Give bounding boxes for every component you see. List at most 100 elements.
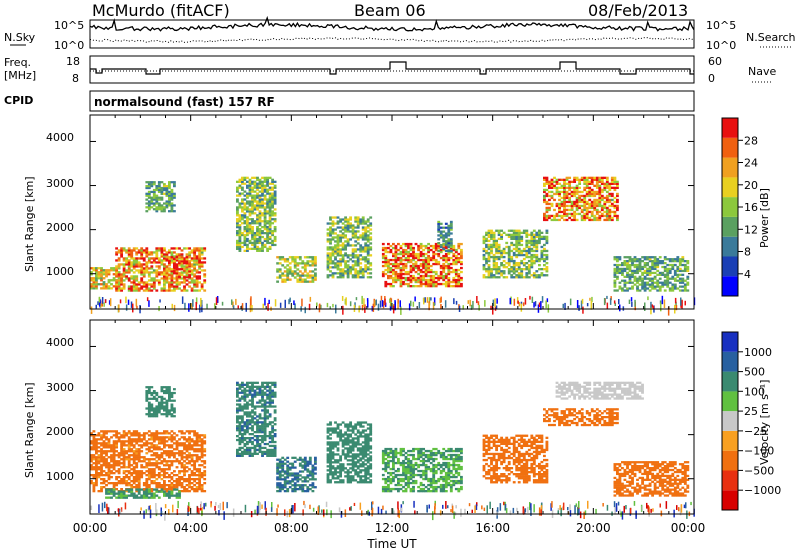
power-cell [331,262,335,265]
power-cell [610,198,614,202]
velocity-cell [127,448,131,451]
velocity-cell [198,458,202,461]
power-cell [638,258,642,261]
power-cell [288,268,292,271]
power-cell [419,274,423,278]
power-cell [117,281,121,284]
power-cell [122,287,126,290]
velocity-cell [203,478,207,481]
power-cell [263,222,267,225]
power-cell [263,226,267,229]
power-cell [482,241,486,245]
velocity-cell [105,464,108,467]
power-cell [170,270,174,273]
power-cell [115,279,119,282]
power-cell [132,281,136,284]
power-cell [565,190,569,194]
velocity-cell [120,466,124,469]
velocity-cell [163,401,166,404]
power-cell [658,285,662,288]
power-cell [428,302,430,308]
power-cell [125,304,128,311]
power-cell [389,262,393,266]
velocity-cell [132,444,136,447]
power-cell [331,252,335,255]
power-cell [168,200,171,203]
power-cell [457,258,461,262]
power-cell [155,255,159,258]
power-cell [120,251,124,254]
power-cell [248,200,252,203]
power-cell [155,249,159,252]
power-cell [130,265,134,268]
power-cell [439,236,443,239]
velocity-cell [107,450,111,453]
velocity-cell [137,448,141,451]
power-cell [412,301,415,307]
power-cell [178,283,181,286]
power-cell [454,260,458,264]
power-cell [346,242,350,245]
power-colorbar-swatch [722,118,738,138]
velocity-cell [198,474,202,477]
noise-tick-low-right: 10^0 [706,39,736,52]
power-cell [157,208,161,211]
velocity-cell [178,460,181,463]
power-cell [449,245,453,249]
power-cell [553,208,556,212]
power-cell [359,272,363,275]
power-cell [613,283,617,286]
power-cell [349,230,353,233]
power-cell [246,228,249,231]
power-cell [246,230,249,233]
power-cell [502,266,506,269]
velocity-cell [97,468,101,471]
velocity-cell [185,446,189,449]
velocity-cell [190,478,194,481]
velocity-cell [241,454,244,457]
power-cell [568,198,572,202]
velocity-cell [238,452,242,455]
velocity-cell [157,462,161,465]
velocity-cell [105,466,108,469]
power-cell [545,182,549,185]
velocity-cell [200,456,204,459]
power-cell [142,269,146,272]
power-cell [193,285,197,288]
power-cell [253,245,257,249]
power-cell [457,242,461,246]
power-cell [412,246,415,250]
power-cell [605,210,609,214]
velocity-cell [241,417,244,420]
power-cell [346,224,350,227]
power-cell [258,224,262,227]
power-cell [487,239,491,243]
power-cell [434,244,438,248]
power-cell [326,254,330,257]
power-cell [651,263,655,267]
power-cell [628,267,632,271]
velocity-cell [195,478,199,481]
velocity-cell [142,438,146,441]
power-cell [329,218,332,221]
power-cell [560,184,564,187]
power-cell [515,247,519,251]
power-cell [545,249,549,253]
power-cell [145,202,149,205]
velocity-cell [142,442,146,445]
power-cell [510,268,514,271]
power-cell [527,233,531,237]
power-cell [190,259,194,262]
power-cell [404,252,408,256]
power-cell [636,269,639,273]
power-cell [384,285,388,288]
power-cell [495,241,499,245]
power-cell [663,273,667,276]
power-cell [494,305,497,311]
velocity-cell [155,490,159,493]
power-cell [555,186,559,189]
power-cell [198,263,202,266]
velocity-cell [95,480,98,483]
velocity-cell [142,460,146,463]
